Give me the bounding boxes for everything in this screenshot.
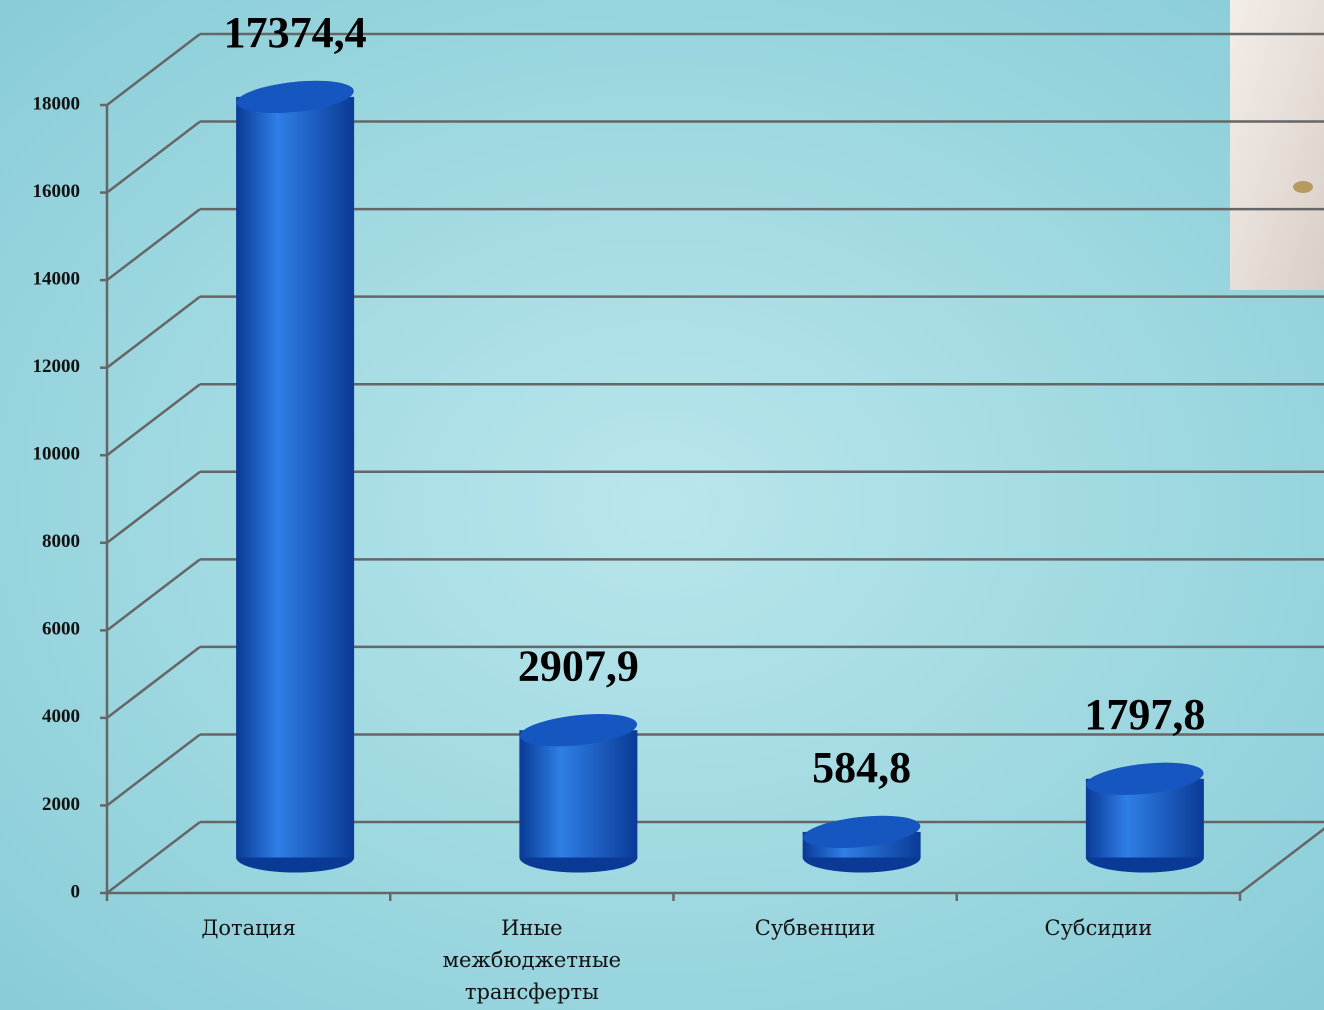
grid-line (106, 733, 201, 807)
x-tick-label: Субсидии (1044, 916, 1153, 940)
y-tick-label: 8000 (42, 531, 80, 552)
grid-line (106, 821, 201, 894)
value-label: 1797,8 (1084, 690, 1205, 739)
grid-line (106, 558, 201, 632)
value-label: 17374,4 (224, 8, 367, 57)
grid-line (106, 33, 201, 106)
value-label: 2907,9 (518, 641, 639, 690)
bar-top (236, 80, 354, 114)
coin (1293, 181, 1313, 193)
x-tick-label: Субвенции (754, 916, 876, 940)
y-tick-label: 4000 (42, 706, 80, 727)
grid-line (106, 645, 201, 719)
y-tick-label: 6000 (42, 619, 80, 640)
bar-top (519, 714, 638, 747)
bar-top (802, 815, 921, 849)
grid-line (106, 120, 201, 194)
grid-line (106, 470, 201, 544)
bar-top (1086, 762, 1204, 795)
grid-line (106, 295, 201, 369)
x-tick-label: Дотация (201, 916, 296, 940)
value-label: 584,8 (812, 743, 911, 792)
y-tick-label: 10000 (33, 444, 81, 465)
x-tick-label: Иные межбюджетные трансферты (442, 916, 622, 1004)
y-tick-label: 16000 (33, 181, 81, 202)
y-tick-label: 14000 (33, 268, 81, 289)
bar (236, 96, 355, 858)
bar (519, 730, 638, 858)
y-tick-label: 2000 (42, 794, 80, 815)
photo (1230, 0, 1324, 290)
y-tick-label: 0 (71, 881, 81, 902)
y-tick-label: 18000 (33, 93, 81, 114)
y-tick-label: 12000 (33, 356, 81, 377)
grid-line (106, 208, 201, 282)
floor-edge (1239, 827, 1324, 894)
grid-line (106, 383, 201, 457)
